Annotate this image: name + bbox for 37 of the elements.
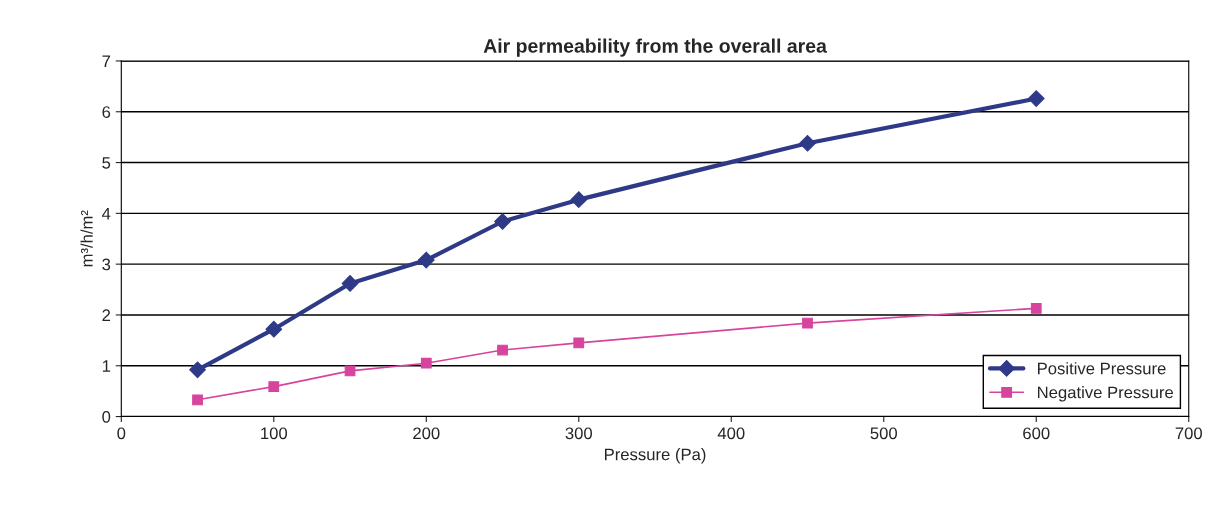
point [799,134,816,152]
point [344,365,356,377]
point [573,337,585,349]
x-axis-title: Pressure (Pa) [604,448,706,464]
chart-title: Air permeability from the overall area [483,38,827,57]
legend-label: Negative Pressure [1038,386,1174,402]
point [497,344,508,356]
y-tick-label: 2 [102,309,111,321]
x-tick-label: 0 [117,427,126,440]
point [420,357,432,369]
y-tick-label: 7 [102,55,111,67]
point [341,275,359,292]
point [189,361,206,379]
x-tick-label: 600 [1023,427,1050,440]
y-tick-label: 5 [102,157,111,169]
y-tick-label: 1 [102,360,111,372]
y-tick-label: 6 [102,106,111,118]
point [1027,90,1045,107]
y-tick-label: 4 [102,207,111,220]
point [192,394,203,406]
point [570,191,588,209]
x-tick-label: 400 [717,427,745,440]
point [265,320,283,338]
point [1030,302,1042,314]
y-axis-title: m³/h/m² [80,210,93,267]
point [268,381,280,392]
y-tick-label: 3 [102,258,111,271]
point [417,251,435,269]
x-tick-label: 700 [1175,427,1202,440]
x-tick-label: 200 [413,427,440,440]
x-tick-label: 300 [565,427,593,440]
y-tick-label: 0 [102,410,111,423]
x-tick-label: 500 [870,427,898,440]
legend-label: Positive Pressure [1038,362,1166,375]
point [802,317,813,329]
point [494,213,511,230]
x-tick-label: 100 [261,427,288,440]
